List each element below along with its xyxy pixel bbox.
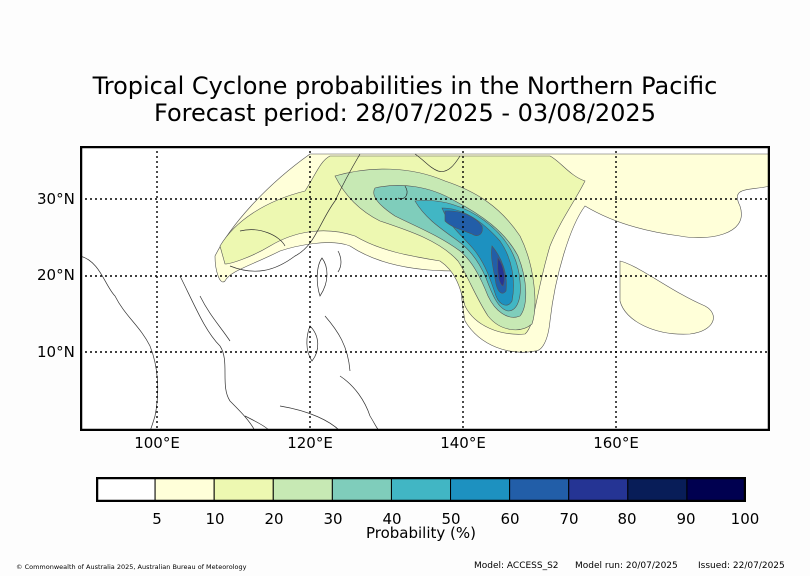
colorbar-swatch [509, 477, 570, 502]
issued-date: Issued: 22/07/2025 [698, 561, 785, 571]
lon-label-120e: 120°E [287, 434, 333, 452]
lat-label-10n: 10°N [37, 343, 75, 361]
map-title: Tropical Cyclone probabilities in the No… [92, 72, 718, 100]
colorbar-swatch [686, 477, 746, 502]
coastlines [80, 153, 461, 431]
lon-label-160e: 160°E [593, 434, 639, 452]
colorbar-swatch [213, 477, 274, 502]
colorbar-border [96, 477, 746, 502]
probability-colorbar [96, 477, 746, 502]
probability-map [80, 146, 770, 431]
colorbar-swatch [331, 477, 392, 502]
colorbar-tick-30: 30 [323, 510, 343, 528]
colorbar-tick-100: 100 [730, 510, 760, 528]
colorbar-label: Probability (%) [365, 524, 477, 542]
model-run-date: Model run: 20/07/2025 [575, 561, 678, 571]
colorbar-swatch [627, 477, 688, 502]
colorbar-swatch [450, 477, 511, 502]
model-name: Model: ACCESS_S2 [474, 561, 559, 571]
gridlines [80, 146, 770, 431]
colorbar-tick-70: 70 [559, 510, 579, 528]
copyright-notice: © Commonwealth of Australia 2025, Austra… [16, 563, 247, 571]
lon-label-140e: 140°E [440, 434, 486, 452]
colorbar-swatch [390, 477, 452, 502]
colorbar-swatch [272, 477, 333, 502]
colorbar-tick-40: 40 [382, 510, 402, 528]
colorbar-swatch [154, 477, 215, 502]
colorbar-tick-60: 60 [500, 510, 520, 528]
colorbar-swatch [96, 477, 156, 502]
forecast-period: Forecast period: 28/07/2025 - 03/08/2025 [154, 99, 656, 127]
lat-label-30n: 30°N [37, 190, 75, 208]
colorbar-tick-90: 90 [676, 510, 696, 528]
colorbar-tick-80: 80 [617, 510, 637, 528]
lat-label-20n: 20°N [37, 266, 75, 284]
colorbar-tick-20: 20 [264, 510, 284, 528]
colorbar-tick-50: 50 [441, 510, 461, 528]
colorbar-swatch [568, 477, 629, 502]
colorbar-tick-5: 5 [152, 510, 162, 528]
colorbar-tick-10: 10 [205, 510, 225, 528]
lon-label-100e: 100°E [134, 434, 180, 452]
probability-contours [214, 153, 770, 353]
